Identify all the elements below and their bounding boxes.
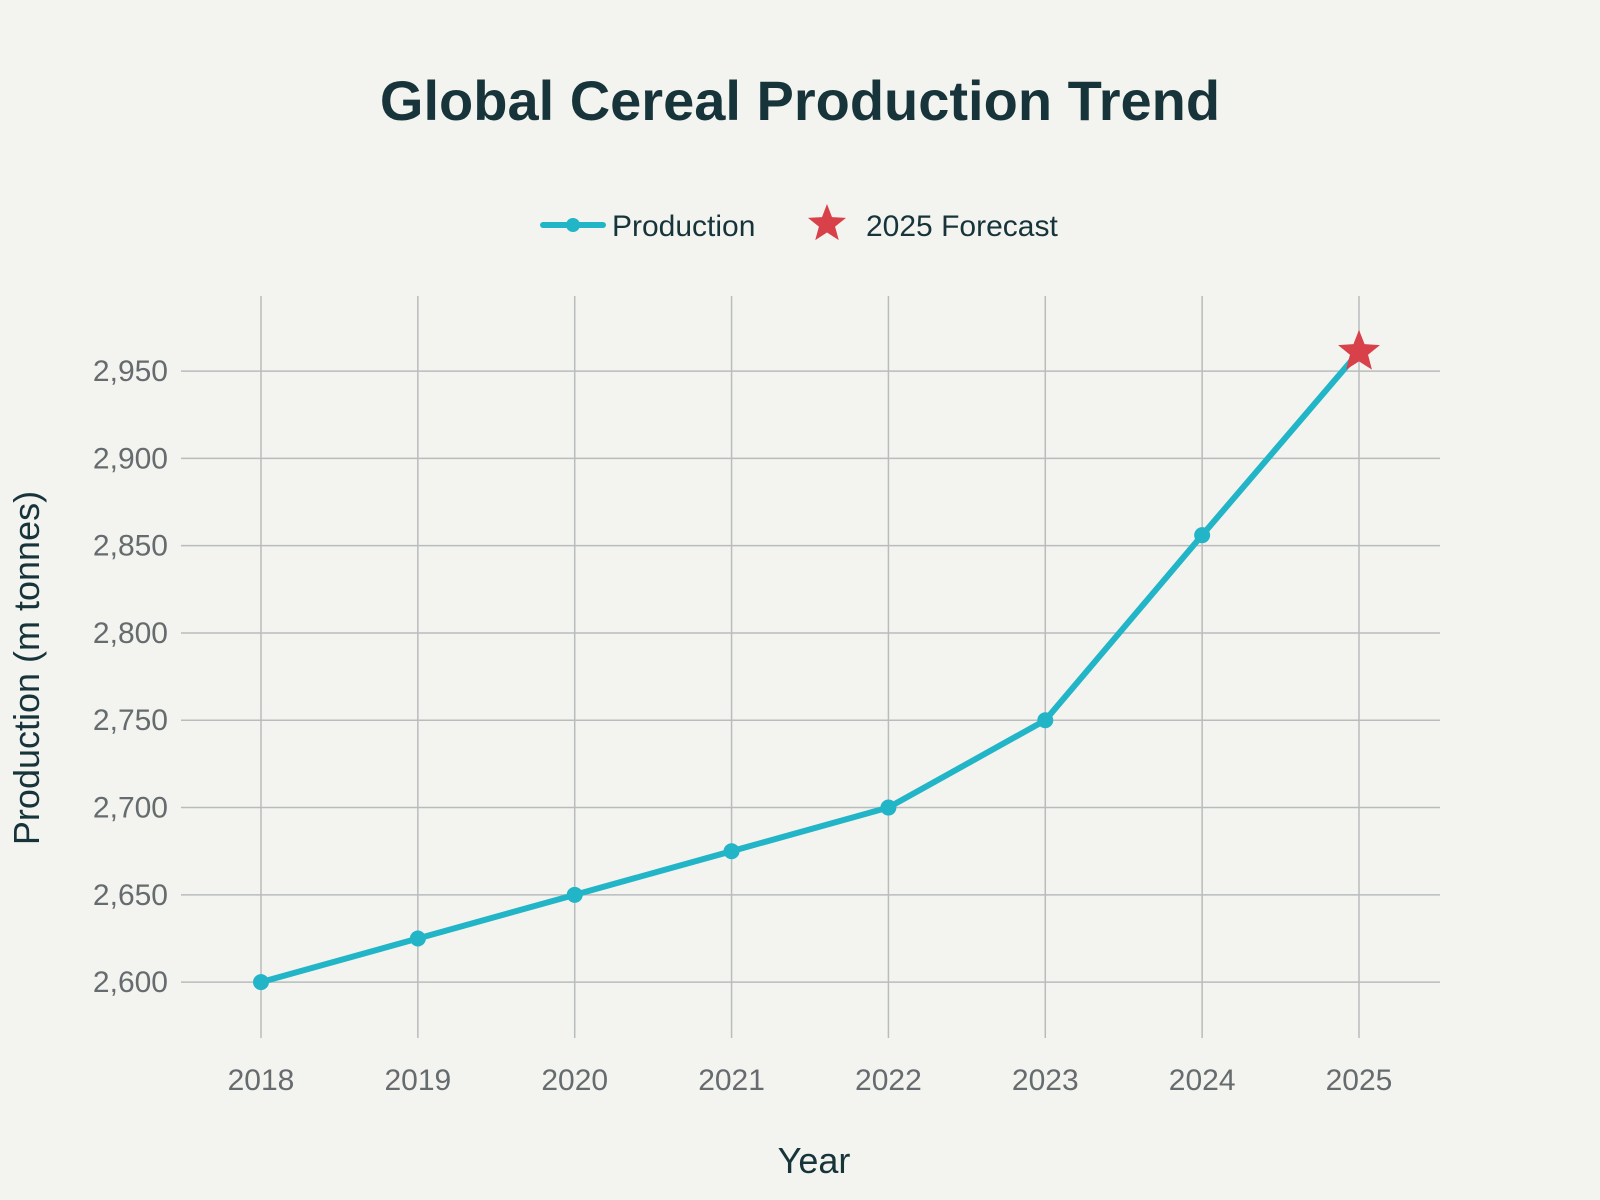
y-tick-label: 2,650 [93,879,168,912]
x-tick-label: 2019 [384,1064,451,1097]
legend-forecast-star-icon [807,204,847,241]
series-production [253,348,1362,991]
legend: Production 2025 Forecast [540,204,1058,243]
x-axis-title: Year [778,1140,851,1181]
y-tick-label: 2,600 [93,966,168,999]
y-tick-label: 2,700 [93,792,168,825]
x-tick-label: 2018 [228,1064,295,1097]
x-tick-label: 2024 [1169,1064,1236,1097]
legend-production-marker [566,218,580,232]
y-tick-label: 2,950 [93,355,168,388]
y-tick-label: 2,800 [93,617,168,650]
chart-title: Global Cereal Production Trend [380,69,1220,132]
x-axis-tick-labels: 2018 2019 2020 2021 2022 2023 2024 2025 [228,1064,1393,1097]
data-point-2022 [880,799,897,816]
x-tick-label: 2023 [1012,1064,1079,1097]
x-tick-label: 2025 [1326,1064,1393,1097]
y-tick-label: 2,850 [93,530,168,563]
y-axis-title: Production (m tonnes) [6,491,47,845]
y-axis-tick-labels: 2,600 2,650 2,700 2,750 2,800 2,850 2,900 2,950 [93,355,168,999]
data-point-2023 [1037,712,1054,729]
x-tick-label: 2021 [698,1064,765,1097]
legend-forecast-label: 2025 Forecast [866,210,1058,243]
data-point-2019 [409,930,426,947]
legend-production-label: Production [612,210,755,243]
y-tick-label: 2,900 [93,442,168,475]
data-point-2018 [253,974,269,991]
x-tick-label: 2020 [541,1064,608,1097]
x-gridlines [260,296,1360,1038]
forecast-layer [1338,329,1380,370]
data-point-2024 [1194,527,1211,544]
forecast-star-point [1338,329,1380,370]
series-line-production [258,348,1362,986]
y-tick-label: 2,750 [93,704,168,737]
data-point-2020 [566,886,583,903]
data-point-2021 [723,843,740,860]
x-tick-label: 2022 [855,1064,922,1097]
y-gridlines [181,370,1440,983]
